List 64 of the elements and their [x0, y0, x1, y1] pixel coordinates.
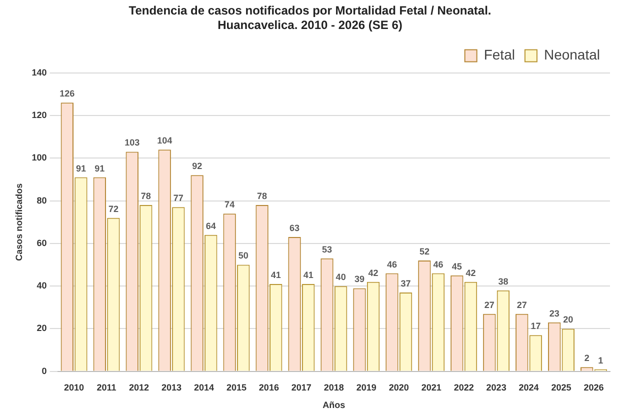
data-label: 41	[270, 270, 281, 280]
data-label: 77	[173, 193, 184, 204]
x-tick-label: 2018	[324, 382, 344, 392]
legend-label: Neonatal	[544, 46, 600, 63]
data-label: 40	[336, 272, 346, 282]
data-label: 72	[108, 204, 118, 214]
data-label: 45	[452, 261, 462, 272]
x-tick-label: 2025	[551, 382, 572, 392]
data-label: 91	[76, 163, 86, 174]
y-tick-label: 0	[42, 366, 47, 376]
data-label: 37	[400, 278, 411, 288]
data-label: 1	[598, 355, 604, 366]
y-tick-label: 60	[36, 238, 47, 248]
data-label: 41	[303, 270, 314, 280]
x-tick-label: 2015	[226, 382, 246, 392]
x-tick-label: 2010	[64, 382, 84, 392]
data-label: 78	[257, 191, 268, 202]
data-label: 91	[94, 163, 105, 174]
x-tick-label: 2020	[388, 382, 409, 392]
data-label: 64	[206, 220, 216, 231]
y-tick-label: 140	[32, 67, 47, 78]
x-tick-label: 2014	[194, 382, 214, 392]
x-tick-label: 2019	[356, 382, 376, 392]
data-label: 42	[368, 268, 378, 278]
x-tick-label: 2024	[518, 382, 539, 392]
y-tick-label: 100	[32, 152, 47, 163]
data-label: 23	[549, 308, 560, 318]
data-label: 126	[60, 88, 75, 99]
x-tick-label: 2022	[454, 382, 474, 392]
x-tick-label: 2012	[129, 382, 150, 392]
x-tick-label: 2021	[421, 382, 442, 392]
data-label: 52	[419, 246, 430, 256]
x-tick-label: 2026	[584, 382, 604, 392]
x-tick-label: 2011	[96, 382, 116, 392]
x-axis-title: Años	[322, 400, 346, 410]
x-tick-label: 2017	[291, 382, 312, 392]
data-label: 104	[157, 136, 172, 146]
data-label: 78	[140, 191, 151, 202]
data-label: 42	[466, 268, 476, 278]
x-tick-label: 2023	[486, 382, 506, 392]
data-label: 103	[124, 138, 140, 148]
y-axis-title: Casos notificados	[14, 183, 24, 261]
data-label: 63	[290, 223, 300, 234]
data-label: 20	[563, 314, 574, 325]
data-label: 92	[192, 161, 202, 172]
data-label: 46	[386, 259, 397, 270]
data-label: 27	[484, 300, 494, 310]
data-label: 17	[530, 321, 541, 332]
chart-title: Tendencia de casos notificados por Mortalidad Fetal / Neonatal. Huancavelica. 2010 - 2026 (SE 6)	[128, 4, 492, 32]
data-label: 46	[433, 259, 444, 270]
y-tick-label: 80	[36, 195, 47, 206]
x-tick-label: 2016	[258, 382, 279, 392]
x-tick-label: 2013	[161, 382, 182, 392]
data-label: 50	[238, 250, 248, 261]
legend-label: Fetal	[484, 46, 515, 63]
data-label: 2	[584, 353, 590, 364]
y-tick-label: 20	[36, 323, 47, 334]
data-label: 53	[322, 244, 332, 254]
data-label: 27	[516, 300, 527, 310]
data-label: 38	[498, 276, 508, 286]
y-tick-label: 120	[32, 110, 47, 120]
y-tick-label: 40	[36, 280, 47, 291]
data-label: 39	[354, 274, 364, 284]
data-label: 74	[224, 200, 235, 210]
